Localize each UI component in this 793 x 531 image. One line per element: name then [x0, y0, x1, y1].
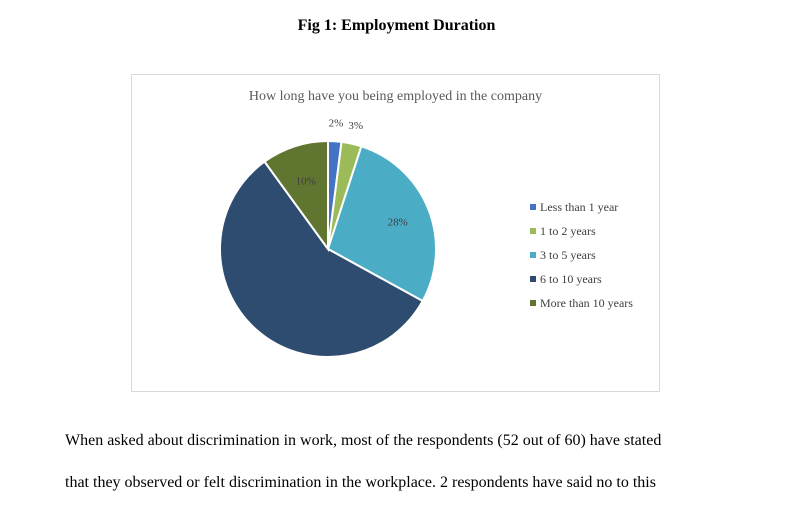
- body-text-line-1: When asked about discrimination in work,…: [65, 432, 662, 449]
- figure-title: Fig 1: Employment Duration: [297, 17, 496, 34]
- body-text-line-2: that they observed or felt discriminatio…: [65, 474, 656, 491]
- pie-chart: 2% 3% 28% 57% 10%: [219, 117, 437, 358]
- legend-item-2: 3 to 5 years: [530, 243, 633, 267]
- pie-labels: 2% 3% 28% 57% 10%: [264, 117, 408, 317]
- legend-swatch-0: [530, 204, 536, 210]
- legend-label-0: Less than 1 year: [540, 199, 619, 214]
- chart-title: How long have you being employed in the …: [248, 89, 543, 104]
- legend-swatch-3: [530, 276, 536, 282]
- legend-label-1: 1 to 2 years: [540, 223, 596, 238]
- legend-item-3: 6 to 10 years: [530, 267, 633, 291]
- legend-swatch-2: [530, 252, 536, 258]
- legend-item-0: Less than 1 year: [530, 195, 633, 219]
- pie-slices: [219, 139, 437, 358]
- legend-swatch-1: [530, 228, 536, 234]
- legend-label-3: 6 to 10 years: [540, 271, 602, 286]
- legend-swatch-4: [530, 300, 536, 306]
- pie-data-label-4: 10%: [296, 176, 316, 188]
- pie-slice-3: [219, 160, 425, 358]
- pie-data-label-2: 28%: [388, 216, 408, 228]
- pie-slice-4: [263, 139, 329, 253]
- pie-data-label-1: 3%: [348, 120, 363, 132]
- legend-label-2: 3 to 5 years: [540, 247, 596, 262]
- pie-data-label-0: 2%: [329, 117, 344, 129]
- legend-item-4: More than 10 years: [530, 291, 633, 315]
- legend-label-4: More than 10 years: [540, 295, 633, 310]
- pie-data-label-3: 57%: [264, 306, 284, 318]
- legend-item-1: 1 to 2 years: [530, 219, 633, 243]
- chart-container: How long have you being employed in the …: [131, 74, 660, 392]
- pie-slice-2: [326, 145, 437, 303]
- chart-legend: Less than 1 year 1 to 2 years 3 to 5 yea…: [530, 195, 633, 315]
